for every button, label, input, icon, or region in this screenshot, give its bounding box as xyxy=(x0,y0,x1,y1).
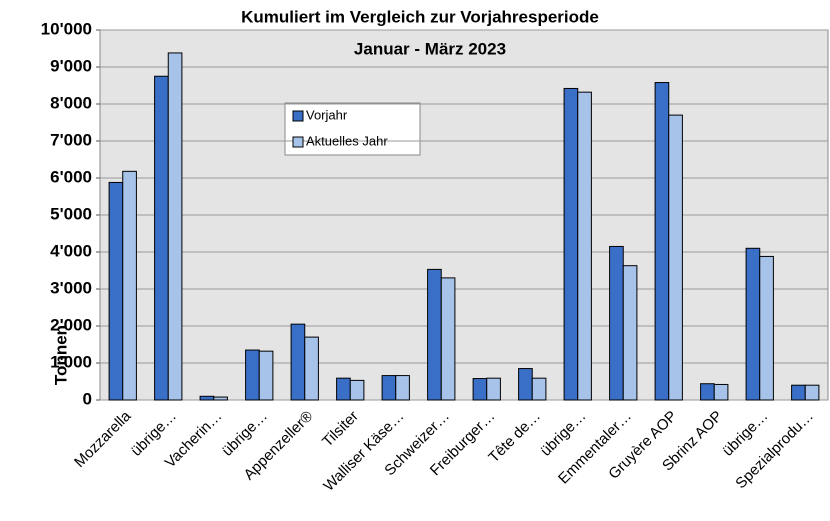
x-tick-label: Tilsiter xyxy=(319,408,362,451)
x-tick-label: Walliser Käse… xyxy=(320,408,407,495)
legend-swatch xyxy=(292,136,304,148)
bar xyxy=(167,52,183,401)
y-tick-label: 1'000 xyxy=(50,352,92,371)
bar xyxy=(213,396,228,401)
chart-title: Kumuliert im Vergleich zur Vorjahresperi… xyxy=(241,7,599,26)
y-tick-label: 8'000 xyxy=(50,93,92,112)
bar xyxy=(700,383,715,401)
bar xyxy=(745,247,761,401)
bar xyxy=(563,87,579,401)
bar xyxy=(381,375,397,401)
bar xyxy=(759,255,774,401)
bar xyxy=(199,395,215,401)
legend-box xyxy=(284,102,421,156)
x-tick-label: Mozzarella xyxy=(71,407,135,471)
bar xyxy=(440,277,456,401)
bar xyxy=(622,265,638,401)
bar xyxy=(531,377,547,401)
legend-label: Vorjahr xyxy=(306,107,348,122)
bar xyxy=(713,383,729,401)
x-tick-label: Spezialprodu… xyxy=(732,408,817,493)
chart-subtitle: Januar - März 2023 xyxy=(354,39,506,58)
bar xyxy=(427,268,442,401)
bar xyxy=(108,181,124,401)
y-tick-label: 3'000 xyxy=(50,278,92,297)
y-tick-label: 0 xyxy=(83,389,92,408)
bar xyxy=(791,384,806,401)
bar xyxy=(395,375,410,401)
bar xyxy=(804,384,820,401)
y-tick-label: 7'000 xyxy=(50,130,92,149)
bar xyxy=(336,377,351,401)
bar xyxy=(258,350,274,401)
bar xyxy=(668,114,683,401)
y-tick-label: 4'000 xyxy=(50,241,92,260)
bar xyxy=(290,323,306,401)
y-tick-label: 10'000 xyxy=(41,19,92,38)
bar xyxy=(577,91,592,401)
bar xyxy=(654,82,670,401)
bar xyxy=(349,379,365,401)
y-tick-label: 5'000 xyxy=(50,204,92,223)
bar xyxy=(609,245,624,401)
bar xyxy=(154,75,169,401)
y-tick-label: 2'000 xyxy=(50,315,92,334)
y-tick-label: 9'000 xyxy=(50,56,92,75)
y-tick-label: 6'000 xyxy=(50,167,92,186)
bar xyxy=(245,349,260,401)
bar xyxy=(122,170,137,401)
bar xyxy=(518,368,533,401)
bar xyxy=(486,377,501,401)
legend-label: Aktuelles Jahr xyxy=(306,133,388,148)
legend-swatch xyxy=(292,110,304,122)
bar xyxy=(304,336,319,401)
y-axis-label: Tonnen xyxy=(51,325,70,385)
bar xyxy=(472,378,488,401)
